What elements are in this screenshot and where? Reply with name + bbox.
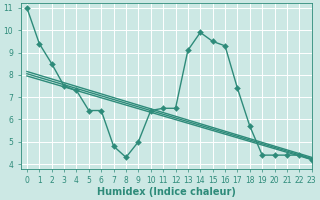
X-axis label: Humidex (Indice chaleur): Humidex (Indice chaleur) xyxy=(97,187,236,197)
